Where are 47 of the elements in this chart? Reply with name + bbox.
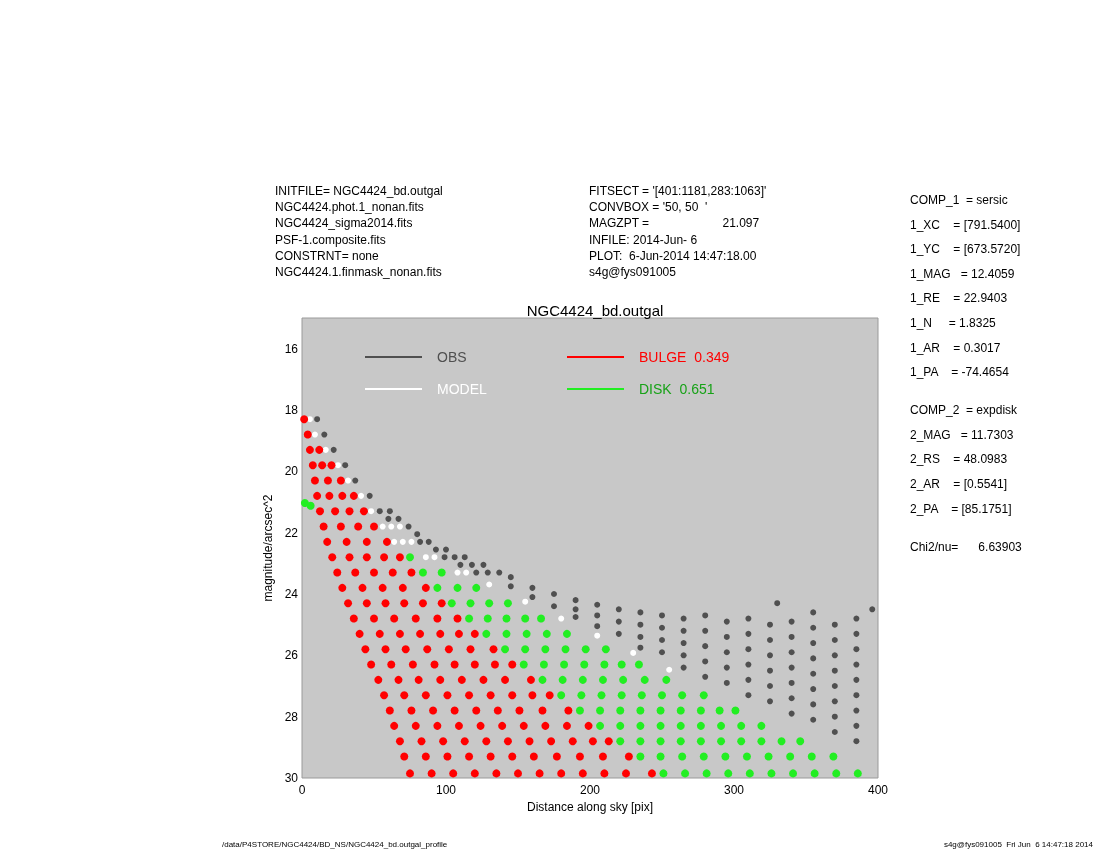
x-tick-label: 100 [435, 783, 457, 797]
point [486, 581, 493, 588]
point [630, 649, 637, 656]
y-tick-label: 22 [284, 525, 299, 540]
y-tick-label: 18 [284, 403, 299, 417]
point [558, 615, 565, 622]
point [594, 632, 601, 639]
point [322, 446, 329, 453]
text: /data/P4STORE/NGC4424/BD_NS/NGC4424_bd.outgal_profile [222, 840, 448, 850]
text: s4g@fys091005 Fri Jun 6 14:47:18 2014 [943, 840, 1093, 850]
point [358, 492, 365, 499]
point [335, 462, 341, 469]
point [463, 569, 470, 576]
x-tick-label: 300 [723, 783, 745, 797]
y-tick-label: 30 [284, 771, 299, 785]
legend-label: OBS [437, 349, 467, 365]
point [666, 666, 673, 673]
chart-title: NGC4424_bd.outgal [526, 302, 664, 319]
x-axis-title: Distance along sky [pix] [526, 799, 654, 814]
x-tick-label: 200 [579, 783, 601, 797]
point [391, 538, 398, 545]
legend-label: DISK 0.651 [639, 381, 715, 397]
point [345, 477, 352, 484]
point [399, 538, 406, 545]
point [431, 554, 438, 561]
y-tick-label: 20 [284, 464, 299, 479]
x-tick-label: 0 [298, 783, 306, 797]
text: COMP_1 = sersic 1_XC = [791.5400] 1_YC = [673.5720] 1_MAG = 12.4059 1_RE = 22.9403 1_N = 1.8325 1_AR = 0.3017 1_PA = -74.4654 [910, 192, 1021, 382]
point [368, 508, 375, 515]
legend-label: BULGE 0.349 [639, 349, 730, 365]
text: FITSECT = '[401:1181,283:1063]' CONVBOX = '50, 50 ' MAGZPT = 21.097 INFILE: 2014-Jun- 6 PLOT: 6-Jun-2014 14:47:18.00 s4g@fys091005 [589, 183, 767, 281]
point [408, 538, 415, 545]
point [454, 569, 461, 576]
y-tick-label: 24 [284, 587, 299, 601]
point [522, 598, 529, 605]
point [311, 431, 318, 438]
y-tick-label: 16 [284, 341, 299, 356]
y-tick-label: 26 [284, 648, 299, 663]
point [422, 554, 429, 561]
x-tick-label: 400 [867, 783, 889, 797]
point [396, 523, 403, 530]
y-axis-title: magnitude/arcsec^2 [260, 494, 275, 602]
y-tick-label: 28 [284, 709, 299, 724]
text: Chi2/nu= 6.63903 [910, 539, 1022, 556]
point [379, 523, 386, 530]
text: INITFILE= NGC4424_bd.outgal NGC4424.phot.1_nonan.fits NGC4424_sigma2014.fits PSF-1.composite.fits CONSTRNT= none NGC4424.1.finmask_nonan.fits [275, 183, 443, 281]
text: COMP_2 = expdisk 2_MAG = 11.7303 2_RS = 48.0983 2_AR = [0.5541] 2_PA = [85.1751] [910, 402, 1018, 518]
